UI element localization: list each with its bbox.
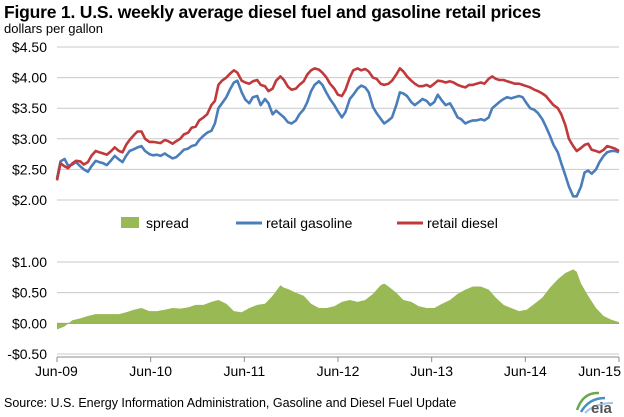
axes — [56, 322, 620, 362]
x-tick-label: Jun-10 — [129, 363, 172, 379]
y-tick-label: $4.00 — [12, 70, 47, 86]
logo-text: eia — [591, 400, 613, 415]
x-tick-labels: Jun-09 Jun-10 Jun-11 Jun-12 Jun-13 Jun-14 Jun-… — [35, 363, 621, 379]
y-tick-label: $0.00 — [12, 315, 47, 331]
y-tick-label: $0.50 — [12, 285, 47, 301]
x-tick-label: Jun-13 — [410, 363, 453, 379]
spread-area-layer — [57, 269, 619, 330]
eia-logo: eia — [575, 391, 614, 415]
legend-swatch-spread — [121, 217, 139, 228]
chart-title: Figure 1. U.S. weekly average diesel fue… — [4, 2, 541, 22]
gasoline-line — [55, 79, 620, 198]
legend-label-spread: spread — [146, 215, 189, 231]
chart-subtitle: dollars per gallon — [4, 21, 104, 36]
series-lines — [55, 67, 620, 198]
y-tick-labels: $2.00 $2.50 $3.00 $3.50 $4.00 $4.50 -$0.50 $0.0… — [7, 39, 47, 362]
source-note: Source: U.S. Energy Information Administ… — [4, 396, 457, 410]
legend-label-diesel: retail diesel — [427, 215, 498, 231]
x-tick-label: Jun-15 — [578, 363, 621, 379]
y-tick-label: $3.50 — [12, 100, 47, 116]
spread-area — [57, 269, 619, 330]
x-tick-label: Jun-09 — [35, 363, 78, 379]
gridlines — [57, 46, 619, 355]
legend: spread retail gasoline retail diesel — [121, 215, 498, 231]
y-tick-label: $2.00 — [12, 192, 47, 208]
x-tick-label: Jun-11 — [223, 363, 265, 379]
y-tick-label: $2.50 — [12, 161, 47, 177]
x-tick-label: Jun-14 — [504, 363, 547, 379]
y-tick-label: -$0.50 — [7, 346, 47, 362]
diesel-line — [55, 67, 620, 181]
y-tick-label: $3.00 — [12, 131, 47, 147]
legend-label-gasoline: retail gasoline — [266, 215, 353, 231]
y-tick-label: $4.50 — [12, 39, 47, 55]
x-tick-label: Jun-12 — [317, 363, 360, 379]
y-tick-label: $1.00 — [12, 254, 47, 270]
